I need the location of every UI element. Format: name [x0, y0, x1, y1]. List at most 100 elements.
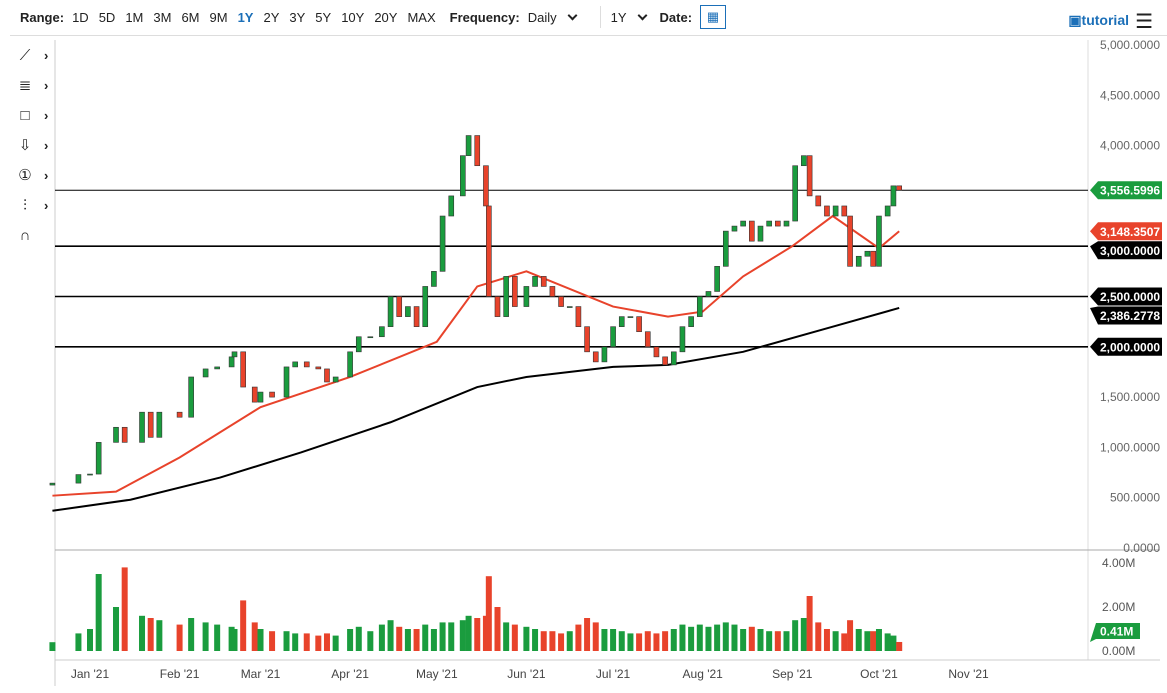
- range-10y[interactable]: 10Y: [341, 9, 365, 25]
- range-1y[interactable]: 1Y: [237, 9, 254, 25]
- price-label-badge: [1090, 181, 1162, 200]
- range-1d[interactable]: 1D: [72, 9, 89, 25]
- ma50-line: [52, 214, 900, 497]
- volume-bar: [251, 622, 258, 651]
- line-tool-button[interactable]: ⟋ ›: [10, 40, 54, 70]
- volume-bar: [806, 596, 813, 651]
- candle: [188, 376, 194, 418]
- candle: [523, 286, 530, 307]
- candle: [95, 442, 102, 475]
- candle: [228, 356, 235, 368]
- volume-bar: [465, 615, 472, 651]
- chevron-right-icon[interactable]: ›: [44, 47, 49, 63]
- price-label: 3,148.3507: [1100, 225, 1160, 239]
- volume-bar: [459, 620, 466, 651]
- hamburger-menu-icon[interactable]: ☰: [1135, 11, 1153, 33]
- frequency-select[interactable]: Daily: [528, 10, 590, 25]
- candle: [332, 376, 339, 383]
- candle: [705, 291, 712, 297]
- candle: [355, 336, 362, 353]
- candle: [283, 366, 290, 398]
- chevron-right-icon[interactable]: ›: [44, 137, 49, 153]
- x-tick-label: Jun '21: [507, 667, 546, 681]
- candle: [483, 165, 489, 207]
- volume-bar: [523, 626, 530, 651]
- volume-bar: [823, 629, 830, 651]
- chevron-right-icon[interactable]: ›: [44, 167, 49, 183]
- range-1m[interactable]: 1M: [125, 9, 144, 25]
- volume-bar: [503, 622, 510, 651]
- candle: [303, 361, 310, 368]
- candle: [448, 195, 455, 217]
- chevron-right-icon[interactable]: ›: [44, 77, 49, 93]
- number-marker-button[interactable]: ① ›: [10, 160, 54, 190]
- candle: [439, 215, 446, 272]
- volume-bar: [575, 624, 582, 651]
- range-3y[interactable]: 3Y: [289, 9, 306, 25]
- range-5d[interactable]: 5D: [98, 9, 116, 25]
- volume-bar: [202, 622, 209, 651]
- toolbar: Range: 1D 5D 1M 3M 6M 9M 1Y 2Y 3Y 5Y 10Y 20Y MAX Fre…: [0, 0, 1167, 34]
- price-label-badge: [1090, 306, 1162, 325]
- chevron-right-icon[interactable]: ›: [44, 107, 49, 123]
- volume-bar: [792, 620, 799, 651]
- volume-bar: [696, 624, 703, 651]
- range-3m[interactable]: 3M: [153, 9, 172, 25]
- candle: [627, 316, 634, 318]
- volume-bar: [49, 642, 56, 651]
- candle: [653, 346, 660, 358]
- range-6m[interactable]: 6M: [181, 9, 200, 25]
- candle: [139, 411, 145, 443]
- y-tick-label: 500.0000: [1110, 491, 1160, 505]
- range-label: Range:: [20, 9, 65, 25]
- candle: [801, 155, 807, 167]
- price-label: 2,386.2778: [1100, 309, 1160, 323]
- volume-bar: [748, 626, 755, 651]
- arrow-tool-button[interactable]: ⇩ ›: [10, 130, 54, 160]
- range-20y[interactable]: 20Y: [374, 9, 398, 25]
- candle: [636, 316, 642, 333]
- volume-bar: [731, 624, 738, 651]
- volume-bar: [448, 622, 455, 651]
- candle: [740, 220, 746, 227]
- volume-bar: [783, 631, 790, 651]
- range-5y[interactable]: 5Y: [315, 9, 332, 25]
- calendar-button[interactable]: ▦: [700, 5, 727, 29]
- candle: [601, 346, 608, 363]
- volume-bar: [896, 641, 903, 651]
- candle: [503, 276, 509, 317]
- volume-bar: [121, 567, 128, 651]
- candle: [870, 250, 876, 267]
- candle: [610, 326, 616, 348]
- candle: [847, 215, 853, 267]
- volume-bar: [87, 629, 93, 651]
- candle: [413, 306, 420, 327]
- tutorial-link[interactable]: ▣tutorial: [1068, 12, 1129, 29]
- volume-bar: [618, 631, 625, 651]
- fib-tool-button[interactable]: ≣ ›: [10, 70, 54, 100]
- chevron-right-icon[interactable]: ›: [44, 197, 49, 213]
- candle: [494, 296, 501, 317]
- candle: [584, 326, 590, 353]
- measure-tool-button[interactable]: ⫶ ›: [10, 190, 54, 220]
- volume-bar: [283, 631, 290, 651]
- candle: [864, 250, 871, 257]
- volume-bar: [511, 624, 518, 651]
- volume-bar: [474, 618, 481, 651]
- rectangle-tool-button[interactable]: □ ›: [10, 100, 54, 130]
- volume-bar: [584, 618, 591, 651]
- candle: [824, 205, 830, 217]
- volume-bar: [774, 631, 781, 651]
- magnet-button[interactable]: ∩: [10, 220, 54, 250]
- volume-bar: [662, 631, 669, 651]
- range-9m[interactable]: 9M: [209, 9, 228, 25]
- range-2y[interactable]: 2Y: [263, 9, 280, 25]
- candle: [315, 366, 322, 370]
- volume-bar: [636, 633, 643, 651]
- volume-bar: [714, 624, 721, 651]
- range-max[interactable]: MAX: [407, 9, 436, 25]
- volume-bar: [113, 607, 120, 651]
- period-select[interactable]: 1Y: [611, 10, 660, 25]
- volume-bar: [592, 622, 599, 651]
